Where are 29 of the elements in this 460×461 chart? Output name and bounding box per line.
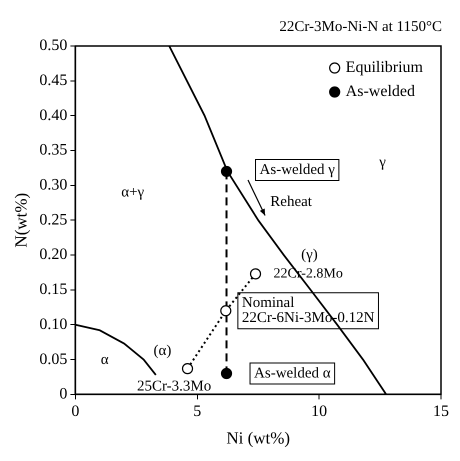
y-axis-title: N(wt%) (12, 192, 31, 248)
annotation: Reheat (270, 194, 313, 210)
chart-title: 22Cr-3Mo-Ni-N at 1150°C (279, 18, 442, 35)
legend-label: As-welded (346, 83, 415, 100)
x-tick-label: 0 (71, 403, 80, 420)
y-tick-label: 0 (59, 386, 68, 403)
annotation: As-welded γ (260, 162, 336, 178)
annotation: α+γ (121, 184, 145, 200)
y-tick-label: 0.10 (39, 316, 68, 333)
y-tick-label: 0.20 (39, 246, 68, 264)
y-tick-label: 0.15 (39, 281, 68, 298)
y-tick-label: 0.05 (39, 350, 68, 368)
annotation: (γ) (301, 246, 318, 263)
x-tick-label: 10 (311, 403, 328, 420)
y-tick-label: 0.30 (39, 176, 68, 194)
annotation: 25Cr-3.3Mo (136, 378, 212, 395)
y-tick-label: 0.40 (39, 106, 68, 124)
y-tick-label: 0.35 (39, 142, 68, 159)
y-tick-label: 0.25 (39, 211, 68, 228)
annotation: γ (378, 154, 386, 170)
annotation: α (100, 352, 109, 368)
x-axis-title: Ni (wt%) (226, 428, 290, 448)
annotation: As-welded α (254, 365, 331, 382)
legend-label: Equilibrium (346, 59, 424, 76)
y-tick-label: 0.45 (39, 72, 68, 90)
annotation: (α) (153, 343, 172, 360)
x-tick-label: 15 (433, 403, 449, 420)
y-tick-label: 0.50 (39, 37, 68, 54)
x-tick-label: 5 (193, 403, 202, 420)
